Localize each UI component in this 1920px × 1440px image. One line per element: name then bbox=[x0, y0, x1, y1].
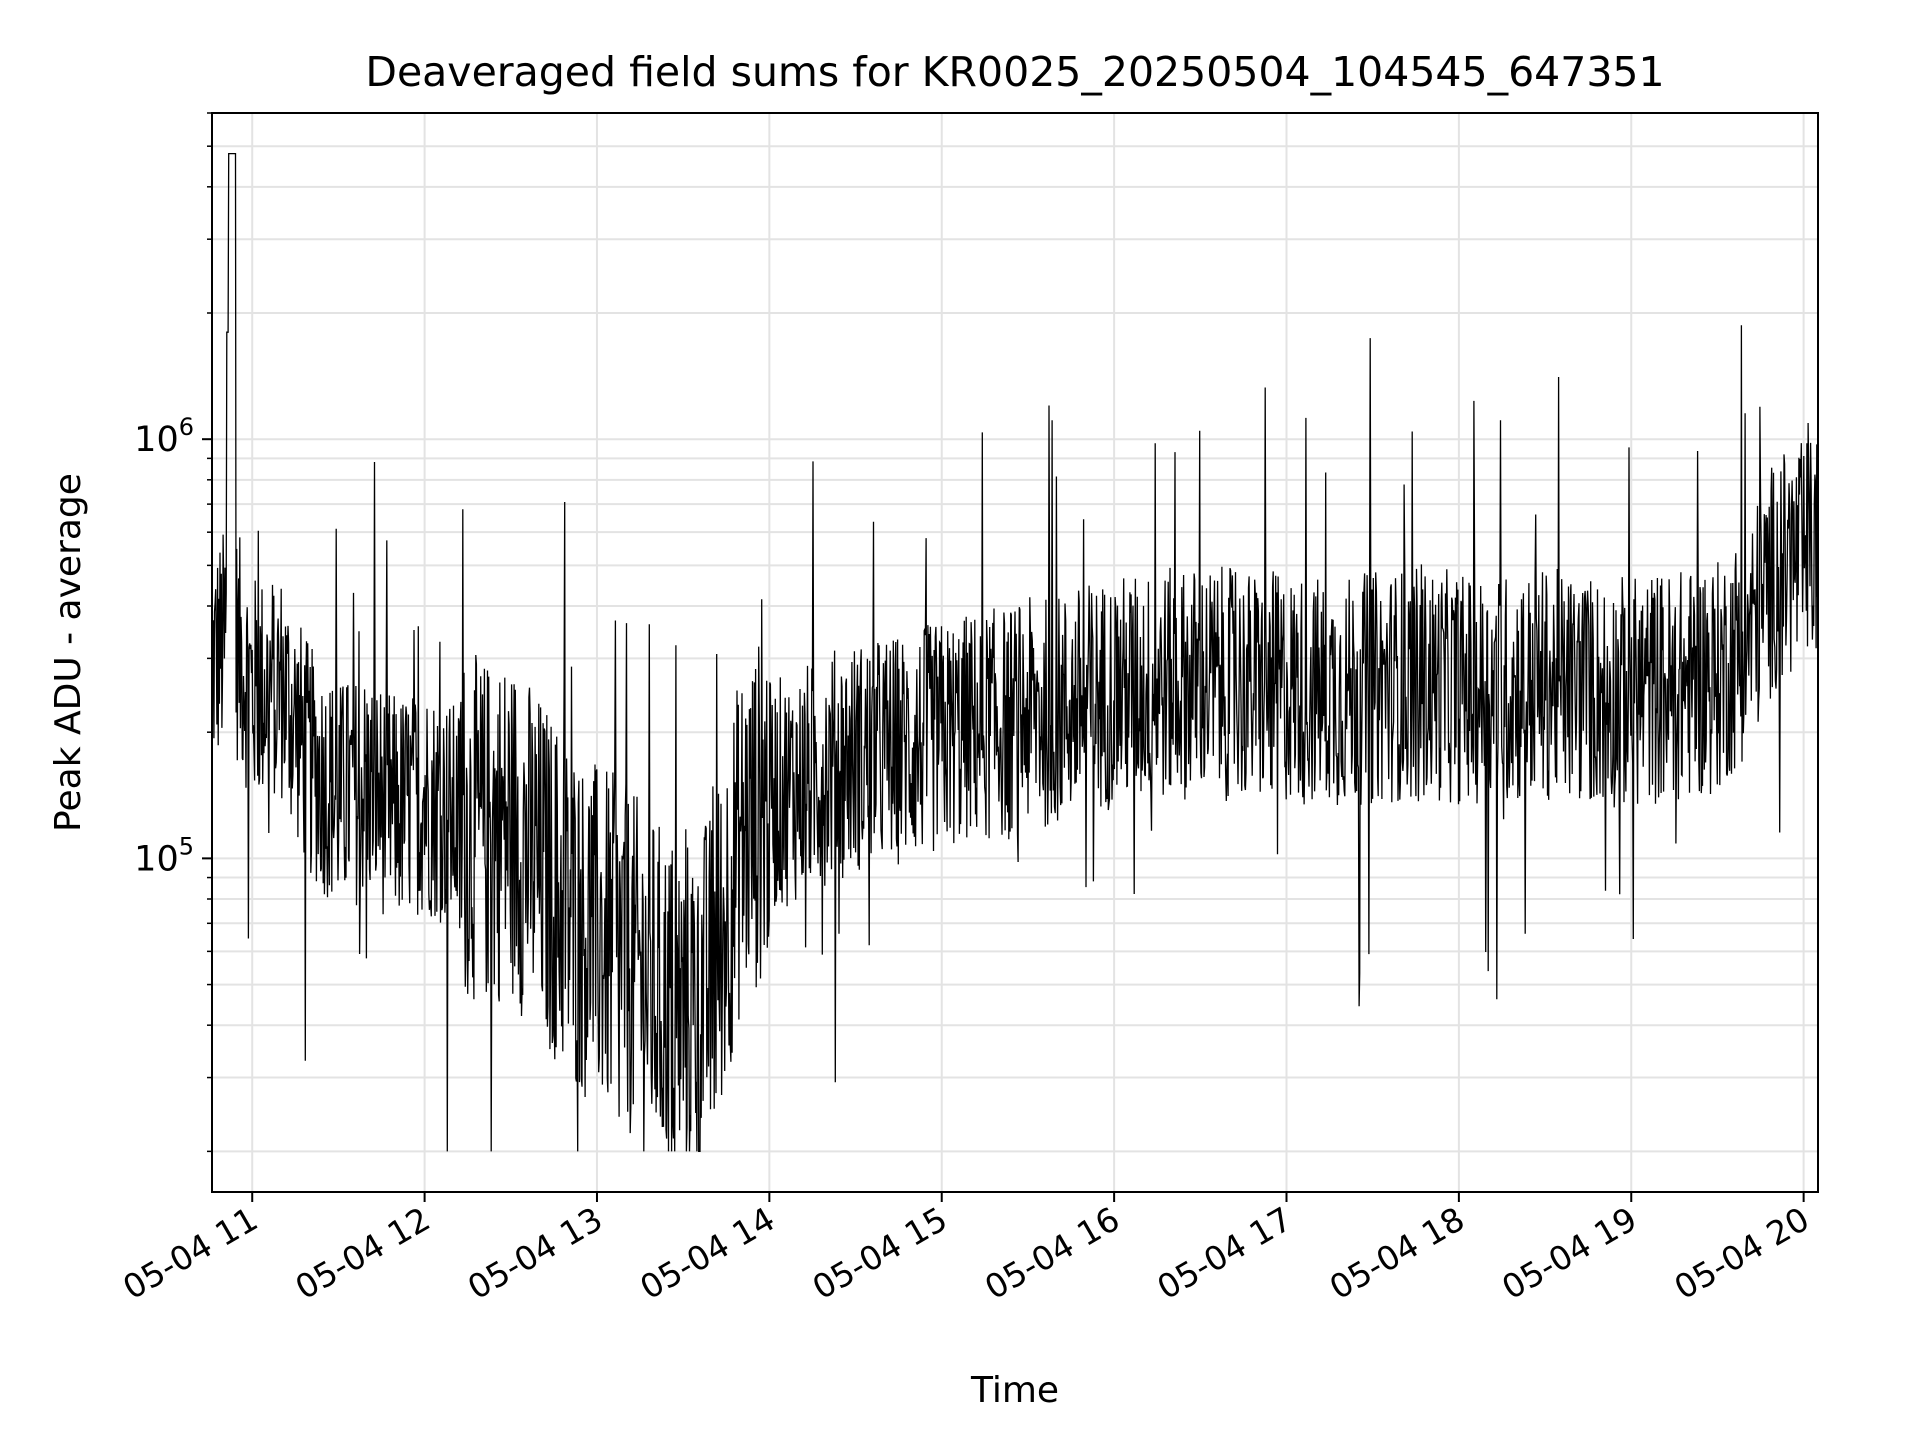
y-tick-label: 106 bbox=[134, 413, 194, 460]
y-axis-label: Peak ADU - average bbox=[48, 473, 89, 832]
y-axis-ticks: 105 106 bbox=[134, 112, 212, 1153]
plot-area bbox=[212, 152, 1818, 1153]
series-line bbox=[212, 152, 1818, 1153]
chart-title: Deaveraged field sums for KR0025_2025050… bbox=[365, 48, 1664, 96]
plot-frame bbox=[211, 112, 1819, 1193]
x-axis-label: Time bbox=[970, 1370, 1059, 1411]
y-tick-label: 105 bbox=[134, 832, 194, 879]
